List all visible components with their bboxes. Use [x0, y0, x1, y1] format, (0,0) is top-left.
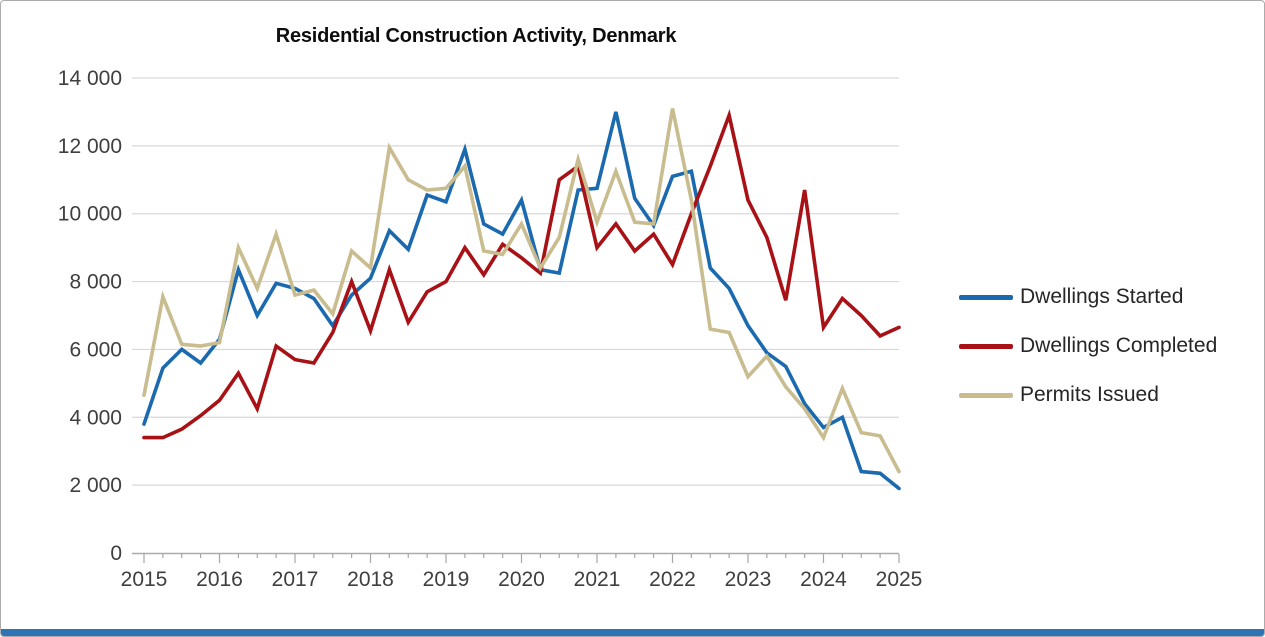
series-line-dwellings-started	[142, 111, 901, 491]
x-axis-year-label: 2021	[574, 568, 621, 591]
x-axis-year-label: 2022	[649, 568, 696, 591]
x-axis-year-label: 2023	[725, 568, 772, 591]
y-axis-tick-label: 4 000	[69, 406, 122, 429]
legend-item-dwellings-completed: Dwellings Completed	[959, 334, 1217, 358]
legend-swatch-dwellings-completed	[959, 343, 1013, 349]
y-axis-tick-label: 12 000	[58, 135, 122, 158]
x-axis-year-label: 2019	[423, 568, 470, 591]
legend: Dwellings Started Dwellings Completed Pe…	[959, 285, 1217, 432]
legend-item-dwellings-started: Dwellings Started	[959, 285, 1217, 309]
x-axis-year-label: 2015	[121, 568, 168, 591]
bottom-accent-bar	[1, 629, 1264, 636]
x-axis-year-label: 2025	[876, 568, 923, 591]
legend-label: Dwellings Completed	[1020, 334, 1218, 357]
legend-item-permits-issued: Permits Issued	[959, 383, 1217, 407]
legend-label: Dwellings Started	[1020, 285, 1184, 308]
x-axis-year-label: 2018	[347, 568, 394, 591]
chart-title: Residential Construction Activity, Denma…	[275, 25, 677, 47]
y-axis-tick-label: 14 000	[58, 67, 122, 90]
y-axis-tick-label: 8 000	[69, 271, 122, 294]
x-axis-year-label: 2020	[498, 568, 545, 591]
legend-swatch-dwellings-started	[959, 294, 1013, 300]
y-axis-tick-label: 0	[110, 542, 122, 565]
x-axis-year-label: 2024	[800, 568, 847, 591]
x-axis-year-label: 2016	[196, 568, 243, 591]
y-axis-tick-label: 2 000	[69, 474, 122, 497]
x-axis-year-label: 2017	[272, 568, 319, 591]
series-line-permits-issued	[142, 108, 901, 474]
legend-swatch-permits-issued	[959, 392, 1013, 398]
y-axis-tick-label: 10 000	[58, 203, 122, 226]
series-line-dwellings-completed	[142, 108, 901, 440]
y-axis-tick-label: 6 000	[69, 338, 122, 361]
legend-label: Permits Issued	[1020, 383, 1159, 406]
